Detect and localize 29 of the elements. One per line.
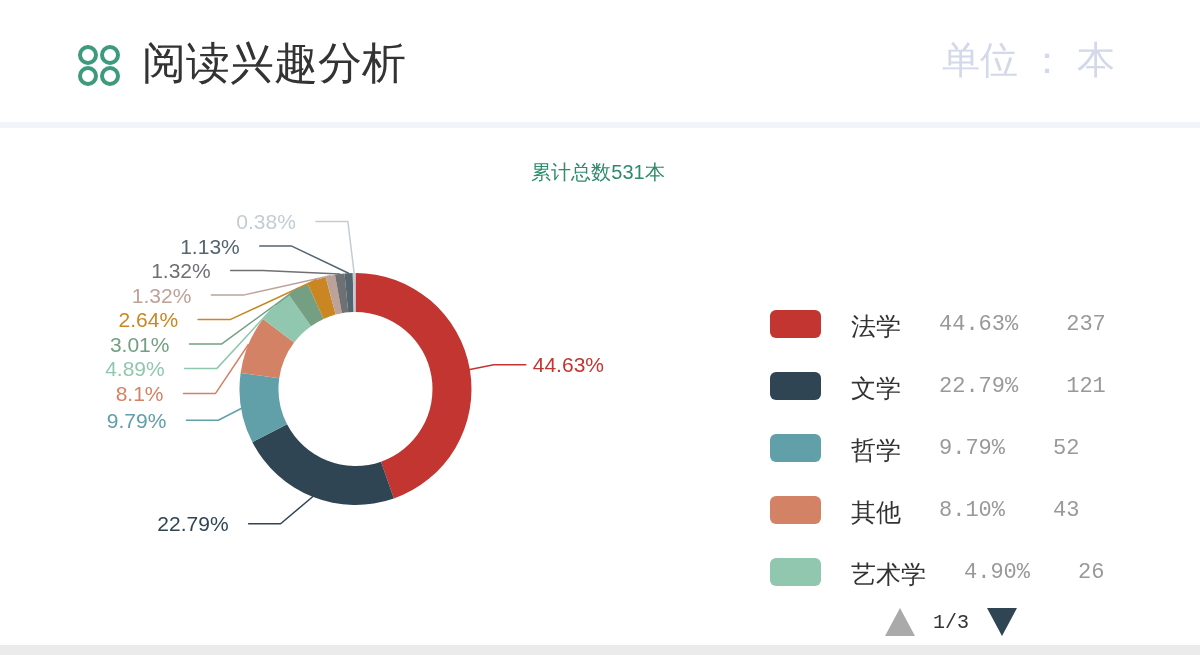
legend-label: 哲学 <box>851 436 901 464</box>
chart-subtitle: 累计总数531本 <box>531 161 665 183</box>
data-label: 4.89% <box>105 357 165 381</box>
text: 43 <box>1053 497 1080 523</box>
data-label: 1.32% <box>131 283 192 307</box>
data-label: 1.32% <box>151 259 211 283</box>
data-label: 9.79% <box>106 408 167 432</box>
legend-label: 文学 <box>851 374 901 402</box>
legend-label: 艺术学 <box>851 560 926 588</box>
data-label: 2.64% <box>118 308 179 332</box>
text: 52 <box>1053 435 1080 461</box>
text: 237 <box>1066 311 1106 337</box>
chart-title: 阅读兴趣分析 <box>142 37 406 87</box>
text: 26 <box>1078 559 1105 585</box>
legend-label: 法学 <box>851 312 901 340</box>
data-label: 22.79% <box>157 512 229 536</box>
text: 22.79% <box>939 373 1020 399</box>
text: 8.10% <box>939 497 1006 523</box>
text: 4.90% <box>964 559 1031 585</box>
text: 44.63% <box>939 311 1020 337</box>
text: 1/3 <box>932 610 970 634</box>
data-label: 0.38% <box>236 210 296 234</box>
data-label: 3.01% <box>109 332 170 356</box>
text: 9.79% <box>939 435 1006 461</box>
legend-label: 其他 <box>851 498 901 526</box>
data-label: 1.13% <box>180 234 240 258</box>
text: 121 <box>1066 373 1106 399</box>
data-label: 44.63% <box>532 353 604 377</box>
data-label: 8.1% <box>115 381 164 405</box>
